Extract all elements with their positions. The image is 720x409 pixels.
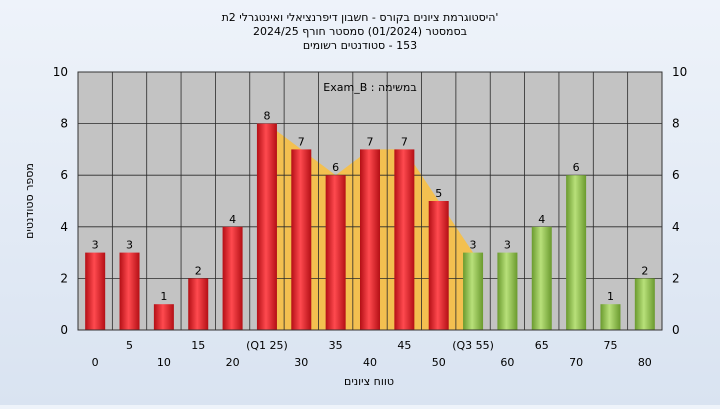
bar-value-label: 4 — [229, 213, 236, 226]
y-tick-label-right: 6 — [672, 168, 680, 182]
y-tick-label-left: 2 — [60, 271, 68, 285]
data-labels: 3 3 1 2 4 8 7 6 7 7 5 3 3 4 6 1 2 — [92, 110, 649, 304]
bar — [188, 278, 209, 330]
x-tick-label: (Q3 55) — [452, 339, 494, 352]
bar-value-label: 7 — [367, 135, 374, 148]
bars — [85, 123, 655, 330]
x-tick-label: 60 — [500, 356, 514, 369]
bar — [566, 175, 587, 330]
y-axis-label: מספר סטודנטים — [23, 163, 36, 239]
bar-value-label: 2 — [641, 264, 648, 277]
bar-value-label: 1 — [607, 290, 614, 303]
bar-value-label: 7 — [401, 135, 408, 148]
y-tick-label-right: 4 — [672, 220, 680, 234]
x-tick-label: 70 — [569, 356, 583, 369]
x-tick-label: 5 — [126, 339, 133, 352]
y-axis-ticks: 0 0 2 2 4 4 6 6 8 8 10 10 — [53, 65, 688, 337]
bar — [360, 149, 380, 330]
bar-value-label: 6 — [332, 161, 339, 174]
chart-title-line-2: בסמסטר (01/2024) סמסטר חורף 2024/25 — [253, 25, 467, 38]
bar — [153, 304, 174, 330]
y-tick-label-right: 2 — [672, 271, 680, 285]
x-tick-label: 0 — [92, 356, 99, 369]
bar — [85, 252, 106, 330]
plot-border — [77, 71, 663, 331]
x-tick-label: 40 — [363, 356, 377, 369]
bar-value-label: 8 — [263, 110, 270, 123]
bar-value-label: 5 — [435, 187, 442, 200]
y-tick-label-right: 8 — [672, 117, 680, 131]
x-tick-label: 50 — [432, 356, 446, 369]
bar — [222, 226, 243, 330]
bar — [394, 149, 415, 330]
bar-value-label: 1 — [160, 290, 167, 303]
bar — [600, 304, 621, 330]
y-tick-label-right: 10 — [672, 65, 687, 79]
x-tick-label: 30 — [294, 356, 308, 369]
x-tick-label: 20 — [226, 356, 240, 369]
bar-value-label: 3 — [470, 239, 477, 252]
bar — [256, 123, 277, 330]
bar — [634, 278, 655, 330]
bar — [291, 149, 312, 330]
x-tick-label: 45 — [397, 339, 411, 352]
bar-value-label: 3 — [92, 239, 99, 252]
bar-value-label: 2 — [195, 264, 202, 277]
x-tick-label: 15 — [191, 339, 205, 352]
x-tick-label: 80 — [638, 356, 652, 369]
x-tick-label: 75 — [603, 339, 617, 352]
x-tick-label: 10 — [157, 356, 171, 369]
bar-value-label: 4 — [538, 213, 545, 226]
bar-value-label: 7 — [298, 135, 305, 148]
x-axis-ticks: 0 5 10 15 20 (Q1 25) 30 35 40 45 50 (Q3 55) 60 65 70 75… — [92, 339, 652, 369]
bar — [463, 252, 484, 330]
bar-value-label: 3 — [126, 239, 133, 252]
bar — [325, 175, 346, 330]
y-tick-label-left: 6 — [60, 168, 68, 182]
y-tick-label-left: 0 — [60, 323, 68, 337]
chart-annotation: במשימה : Exam_B — [323, 81, 416, 94]
y-tick-label-left: 4 — [60, 220, 68, 234]
y-tick-label-left: 10 — [53, 65, 68, 79]
bar-value-label: 6 — [573, 161, 580, 174]
bar — [119, 252, 140, 330]
y-tick-label-left: 8 — [60, 117, 68, 131]
x-tick-label: 35 — [329, 339, 343, 352]
chart-title-line-1: 'היסטוגרמת ציונים בקורס - חשבון דיפרנציא… — [222, 11, 499, 24]
y-tick-label-right: 0 — [672, 323, 680, 337]
x-tick-label: (Q1 25) — [246, 339, 288, 352]
x-axis-label: טווח ציונים — [344, 375, 394, 388]
x-tick-label: 65 — [535, 339, 549, 352]
chart-title-line-3: 153 - סטודנטים רשומים — [303, 39, 417, 52]
bar-value-label: 3 — [504, 239, 511, 252]
bar — [428, 201, 449, 330]
bar — [531, 226, 552, 330]
bar — [497, 252, 518, 330]
